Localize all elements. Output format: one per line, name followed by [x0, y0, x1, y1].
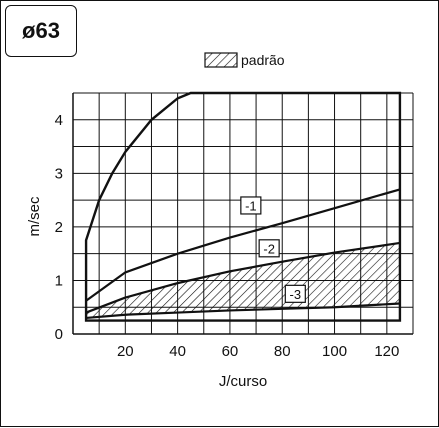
series-layer	[84, 91, 402, 322]
series-line-minus1	[85, 188, 401, 302]
series-label-text: -1	[245, 198, 257, 213]
label-layer: -1 -2 -3	[240, 196, 306, 303]
shaded-region-layer	[86, 242, 400, 318]
series-label-box	[284, 284, 306, 303]
series-line-minus2	[85, 241, 401, 314]
y-tick-label: 0	[55, 326, 63, 343]
y-tick-label: 3	[55, 165, 63, 182]
legend-swatch	[204, 52, 238, 68]
x-tick-label: 100	[322, 343, 347, 360]
model-badge: ø63	[5, 5, 77, 57]
series-line-minus3	[85, 302, 400, 320]
series-label-box	[240, 196, 262, 215]
y-tick-label: 1	[55, 272, 63, 289]
legend-label: padrão	[241, 52, 285, 68]
shaded-region	[86, 242, 400, 318]
envelope-outline	[84, 91, 402, 322]
x-tick-label: 20	[117, 343, 134, 360]
x-tick-label: 60	[222, 343, 239, 360]
series-label-box	[258, 239, 280, 258]
legend: padrão	[204, 52, 285, 68]
y-tick-label: 2	[55, 219, 63, 236]
axis-layer: 20 40 60 80 100 120 0 1 2 3 4 J/curso m/sec	[26, 93, 413, 390]
series-label-text: -3	[290, 287, 302, 302]
x-tick-label: 40	[169, 343, 186, 360]
series-label-text: -2	[263, 241, 275, 256]
y-tick-label: 4	[55, 112, 63, 129]
x-axis-title: J/curso	[219, 373, 267, 390]
x-tick-label: 80	[274, 343, 291, 360]
y-axis-title: m/sec	[26, 196, 43, 237]
x-tick-label: 120	[374, 343, 399, 360]
